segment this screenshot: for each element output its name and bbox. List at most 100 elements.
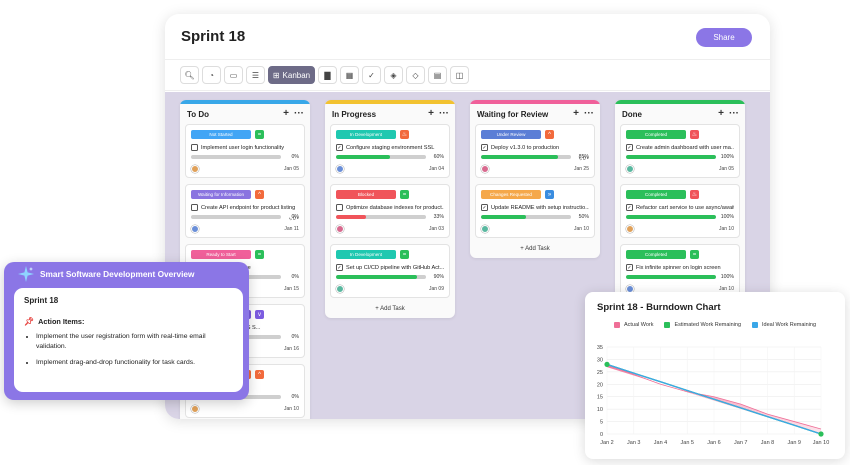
status-badge[interactable]: Under Review bbox=[481, 130, 541, 139]
status-badge[interactable]: Blocked bbox=[336, 190, 396, 199]
share-button[interactable]: Share bbox=[696, 28, 752, 47]
avatar[interactable] bbox=[191, 224, 199, 233]
task-card[interactable]: Completed = ✓ Fix infinite spinner on lo… bbox=[620, 244, 740, 298]
chevron-up-icon[interactable]: ^ bbox=[255, 190, 264, 199]
status-badge[interactable]: Not Started bbox=[191, 130, 251, 139]
status-badge[interactable]: Changes Requested bbox=[481, 190, 541, 199]
app-header: Sprint 18 Share bbox=[165, 14, 770, 60]
chart-view-button[interactable]: ▇ bbox=[318, 66, 337, 84]
task-checkbox[interactable]: ✓ bbox=[626, 204, 633, 211]
fire-icon[interactable]: ♨ bbox=[690, 130, 699, 139]
x-tick-label: Jan 6 bbox=[707, 440, 720, 446]
avatar[interactable] bbox=[191, 404, 199, 413]
task-card[interactable]: Not Started = Implement user login funct… bbox=[185, 124, 305, 178]
task-card[interactable]: Blocked = Optimize database indexes for … bbox=[330, 184, 450, 238]
task-checkbox[interactable]: ✓ bbox=[626, 144, 633, 151]
avatar[interactable] bbox=[336, 284, 344, 293]
fire-icon[interactable]: ♨ bbox=[400, 130, 409, 139]
task-title-row: ✓ Configure staging environment SSL bbox=[336, 144, 444, 151]
card-badges: Changes Requested » bbox=[481, 189, 589, 200]
more-options-icon[interactable]: ··· bbox=[729, 108, 739, 119]
task-card[interactable]: Changes Requested » ✓ Update README with… bbox=[475, 184, 595, 238]
avatar[interactable] bbox=[481, 164, 489, 173]
chevron-up-icon[interactable]: ^ bbox=[255, 370, 264, 379]
add-card-icon[interactable]: + bbox=[283, 108, 289, 119]
add-card-icon[interactable]: + bbox=[573, 108, 579, 119]
status-badge[interactable]: Completed bbox=[626, 250, 686, 259]
add-task-label: Add Task bbox=[525, 246, 550, 252]
task-card[interactable]: Under Review ^ ✓ Deploy v1.3.0 to produc… bbox=[475, 124, 595, 178]
task-checkbox[interactable]: ✓ bbox=[626, 264, 633, 271]
due-date: Jan 10 bbox=[718, 225, 734, 232]
progress-fill bbox=[481, 215, 526, 219]
diamond-view-button[interactable]: ◇ bbox=[406, 66, 425, 84]
avatar[interactable] bbox=[481, 224, 489, 233]
chevron-up-icon[interactable]: ^ bbox=[545, 130, 554, 139]
equals-icon[interactable]: = bbox=[400, 250, 409, 259]
status-badge[interactable]: Ready to Start bbox=[191, 250, 251, 259]
chevron-down-icon[interactable]: v bbox=[255, 310, 264, 319]
progress-track bbox=[626, 215, 716, 219]
task-card[interactable]: In Development = ✓ Set up CI/CD pipeline… bbox=[330, 244, 450, 298]
status-badge[interactable]: Waiting for Information bbox=[191, 190, 251, 199]
avatar[interactable] bbox=[191, 164, 199, 173]
subtask-count[interactable]: ⤷ 0 ▸ bbox=[288, 216, 299, 222]
due-date: Jan 10 bbox=[283, 405, 299, 412]
equals-icon[interactable]: = bbox=[255, 250, 264, 259]
table-view-button[interactable]: ▤ bbox=[428, 66, 447, 84]
action-items-label: Action Items: bbox=[38, 317, 85, 326]
equals-icon[interactable]: = bbox=[400, 190, 409, 199]
x-tick-label: Jan 8 bbox=[761, 440, 774, 446]
add-card-icon[interactable]: + bbox=[718, 108, 724, 119]
progress-row: 90% bbox=[336, 274, 444, 280]
kanban-view-button[interactable]: ⊞ Kanban bbox=[268, 66, 315, 84]
search-button[interactable]: 🔍︎ bbox=[180, 66, 199, 84]
task-checkbox[interactable]: ✓ bbox=[336, 264, 343, 271]
x-tick-label: Jan 9 bbox=[788, 440, 801, 446]
task-checkbox[interactable] bbox=[191, 204, 198, 211]
task-checkbox[interactable] bbox=[336, 204, 343, 211]
add-task-button[interactable]: + Add Task bbox=[375, 306, 405, 312]
list-view-button[interactable]: ☰ bbox=[246, 66, 265, 84]
double-chevron-down-icon[interactable]: » bbox=[545, 190, 554, 199]
task-card[interactable]: Completed ♨ ✓ Create admin dashboard wit… bbox=[620, 124, 740, 178]
sparkle-icon bbox=[18, 266, 34, 282]
task-checkbox[interactable]: ✓ bbox=[481, 204, 488, 211]
add-card-icon[interactable]: + bbox=[428, 108, 434, 119]
add-task-button[interactable]: + Add Task bbox=[520, 246, 550, 252]
column-color-bar bbox=[180, 100, 310, 104]
status-badge[interactable]: In Development bbox=[336, 130, 396, 139]
avatar[interactable] bbox=[626, 164, 634, 173]
task-card[interactable]: In Development ♨ ✓ Configure staging env… bbox=[330, 124, 450, 178]
equals-icon[interactable]: = bbox=[255, 130, 264, 139]
status-badge[interactable]: Completed bbox=[626, 190, 686, 199]
calendar-view-button[interactable]: ▦ bbox=[340, 66, 359, 84]
avatar[interactable] bbox=[626, 224, 634, 233]
task-checkbox[interactable]: ✓ bbox=[336, 144, 343, 151]
task-card[interactable]: Completed ♨ ✓ Refactor cart service to u… bbox=[620, 184, 740, 238]
dashboard-view-button[interactable]: ◔ bbox=[202, 66, 221, 84]
avatar[interactable] bbox=[336, 164, 344, 173]
columns-view-button[interactable]: ◫ bbox=[450, 66, 469, 84]
task-title-row: ✓ Update README with setup instructio... bbox=[481, 204, 589, 211]
more-options-icon[interactable]: ··· bbox=[294, 108, 304, 119]
y-tick-label: 25 bbox=[597, 370, 603, 376]
subtask-count[interactable]: ⤷ 0 ▸ bbox=[578, 156, 589, 162]
fire-icon[interactable]: ♨ bbox=[690, 190, 699, 199]
equals-icon[interactable]: = bbox=[690, 250, 699, 259]
task-checkbox[interactable] bbox=[191, 144, 198, 151]
check-view-button[interactable]: ✓ bbox=[362, 66, 381, 84]
pin-icon: 📌︎ bbox=[24, 317, 35, 326]
task-card[interactable]: Waiting for Information ^ Create API end… bbox=[185, 184, 305, 238]
avatar[interactable] bbox=[336, 224, 344, 233]
more-options-icon[interactable]: ··· bbox=[439, 108, 449, 119]
task-checkbox[interactable]: ✓ bbox=[481, 144, 488, 151]
status-badge[interactable]: Completed bbox=[626, 130, 686, 139]
monitor-view-button[interactable]: ▭ bbox=[224, 66, 243, 84]
page-title: Sprint 18 bbox=[181, 28, 246, 45]
legend-swatch bbox=[752, 322, 759, 328]
task-title: Fix infinite spinner on login screen bbox=[636, 264, 721, 271]
layers-view-button[interactable]: ◈ bbox=[384, 66, 403, 84]
status-badge[interactable]: In Development bbox=[336, 250, 396, 259]
more-options-icon[interactable]: ··· bbox=[584, 108, 594, 119]
